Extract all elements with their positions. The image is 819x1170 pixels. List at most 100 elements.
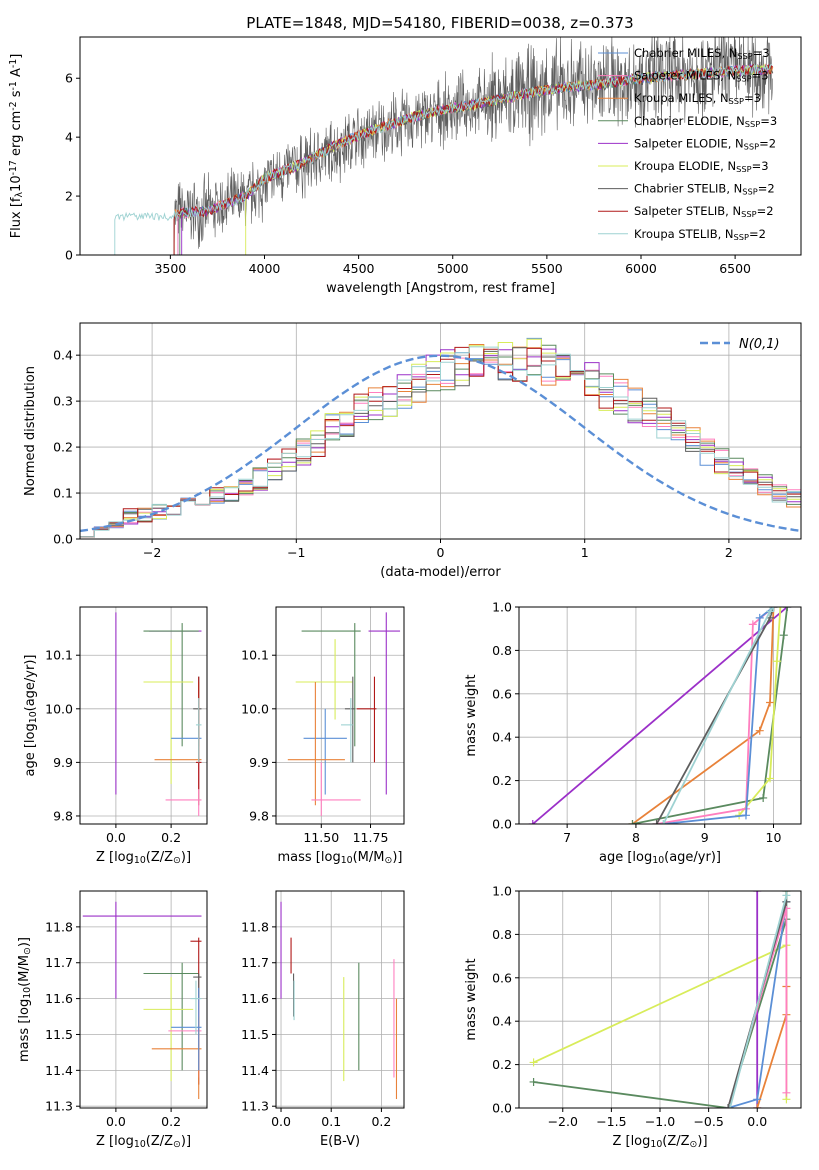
- label-part: ]: [9, 54, 24, 59]
- label-part: =2: [749, 227, 766, 241]
- label-part: Flux [f: [9, 197, 24, 238]
- histogram-kroupa_stelib: [80, 346, 801, 539]
- x-axis-label: (data-model)/error: [380, 565, 501, 580]
- label-part: erg cm: [9, 111, 24, 160]
- label-part: =2: [759, 136, 776, 150]
- label-part: Salpeter MILES, N: [634, 69, 736, 83]
- label-part: SSP: [737, 51, 752, 61]
- y-tick-label: 0.1: [53, 486, 73, 501]
- axes-residuals: −2 −1 0 1 2 0.0 0.1 0.2 0.3 0.4 (data-model)/error…: [23, 322, 802, 580]
- x-tick-label: −1: [287, 545, 305, 560]
- cumulative-line-chabrier_elodie: [632, 607, 789, 824]
- y-tick-label: 10.1: [241, 648, 269, 663]
- label-part: Normed distribution: [23, 366, 38, 496]
- label-part: (Z/Z: [146, 850, 173, 865]
- label-part: (M/M: [17, 955, 32, 987]
- x-tick-label: 0.2: [161, 1114, 181, 1129]
- label-part: 10: [652, 855, 664, 866]
- label-part: SSP: [741, 209, 756, 219]
- y-tick-label: 2: [65, 189, 73, 204]
- x-tick-label: 0.2: [371, 1114, 391, 1129]
- cumulative-line-kroupa_stelib: [662, 607, 775, 824]
- label-part: =3: [752, 159, 769, 173]
- marker-chabrier_elodie: [628, 820, 637, 824]
- marker-kroupa_miles: [766, 698, 775, 707]
- legend-label-kroupa_elodie: Kroupa ELODIE, NSSP=3: [634, 159, 769, 174]
- label-part: mass weight: [464, 958, 479, 1040]
- label-part: -2: [8, 101, 19, 110]
- x-tick-label: 0: [437, 545, 445, 560]
- label-part: )]: [392, 850, 402, 865]
- x-tick-label: 4500: [343, 261, 375, 276]
- y-tick-label: 0.4: [53, 348, 73, 363]
- axes-spectrum: 3500 4000 4500 5000 5500 6000 6500 0 2 4 6 waveleng…: [8, 36, 802, 296]
- legend-label-kroupa_miles: Kroupa MILES, NSSP=3: [634, 91, 761, 106]
- label-part: SSP: [736, 74, 751, 84]
- x-tick-label: 0.0: [106, 830, 126, 845]
- label-part: E(B-V): [320, 1134, 360, 1149]
- y-tick-label: 0.6: [492, 970, 512, 985]
- marker-kroupa_stelib: [766, 607, 775, 616]
- cumulative-line-salpeter_elodie: [532, 607, 788, 824]
- cumulative-line-kroupa_stelib: [729, 895, 788, 1108]
- label-part: mass weight: [464, 674, 479, 756]
- x-tick-label: −2.0: [548, 1114, 578, 1129]
- x-axis-label: age [log10(age/yr)]: [599, 850, 721, 866]
- label-part: Kroupa STELIB, N: [634, 227, 734, 241]
- label-part: )]: [17, 937, 32, 947]
- label-part: Z [log: [612, 1134, 650, 1149]
- x-tick-label: −0.5: [693, 1114, 723, 1129]
- figure-title: PLATE=1848, MJD=54180, FIBERID=0038, z=0…: [246, 14, 633, 32]
- label-part: ⊙: [22, 947, 33, 955]
- y-tick-label: 4: [65, 130, 73, 145]
- marker-chabrier_stelib: [724, 1104, 733, 1108]
- label-part: mass [log: [278, 850, 341, 865]
- y-tick-label: 10.0: [45, 701, 73, 716]
- y-tick-label: 11.5: [45, 1027, 73, 1042]
- label-part: =2: [758, 182, 775, 196]
- axes-decorations: 3500 4000 4500 5000 5500 6000 6500 0 2 4 6 waveleng…: [8, 36, 802, 296]
- label-part: Chabrier ELODIE, N: [634, 114, 745, 128]
- label-part: SSP: [729, 96, 744, 106]
- axes-age_vs_mass: 11.50 11.75 9.8 9.9 10.0 10.1 mass [log10(M/M⊙…: [241, 606, 405, 866]
- axes-frame: [79, 36, 802, 256]
- axes-decorations: 0.0 0.211.311.411.511.611.711.8Z [log10(Z…: [17, 890, 208, 1150]
- x-tick-label: 0.1: [321, 1114, 341, 1129]
- label-part: SSP: [744, 141, 759, 151]
- y-tick-label: 0.0: [53, 532, 73, 547]
- y-tick-label: 9.8: [53, 808, 73, 823]
- y-tick-label: 11.4: [241, 1063, 269, 1078]
- axes-decorations: 11.50 11.75 9.8 9.9 10.0 10.1 mass [log10(M/M⊙…: [241, 606, 405, 866]
- y-tick-label: 11.7: [241, 955, 269, 970]
- x-tick-label: 4000: [249, 261, 281, 276]
- x-axis-label: E(B-V): [320, 1134, 360, 1149]
- y-tick-label: 0.2: [53, 440, 73, 455]
- y-tick-label: 9.8: [249, 808, 269, 823]
- label-part: SSP: [745, 119, 760, 129]
- legend-label-salpeter_elodie: Salpeter ELODIE, NSSP=2: [634, 136, 776, 151]
- y-tick-label: 11.3: [45, 1099, 73, 1114]
- x-tick-label: 10: [766, 830, 782, 845]
- label-part: 10: [9, 175, 24, 192]
- label-part: age [log: [23, 723, 38, 776]
- y-tick-label: 0.4: [492, 1014, 512, 1029]
- x-tick-label: −1.5: [596, 1114, 626, 1129]
- x-tick-label: 7: [563, 830, 571, 845]
- axes-mass_vs_ebv: 0.0 0.1 0.2 11.3 11.4 11.5 11.6 11.7 11.8 E(B-V): [241, 890, 405, 1149]
- axes-frame: [275, 890, 405, 1109]
- label-part: 10: [28, 711, 39, 723]
- y-tick-label: 0.4: [492, 730, 512, 745]
- y-tick-label: 11.3: [241, 1099, 269, 1114]
- y-tick-label: 0.2: [492, 773, 512, 788]
- marker-kroupa_elodie: [772, 657, 781, 666]
- normal-curve: [80, 354, 801, 533]
- label-part: ⊙: [173, 855, 181, 866]
- x-tick-label: 11.50: [303, 830, 339, 845]
- x-axis-label: Z [log10(Z/Z⊙)]: [96, 1134, 191, 1150]
- label-part: 10: [341, 855, 353, 866]
- marker-chabrier_miles: [755, 613, 764, 622]
- label-part: )]: [181, 850, 191, 865]
- label-part: s: [9, 90, 24, 101]
